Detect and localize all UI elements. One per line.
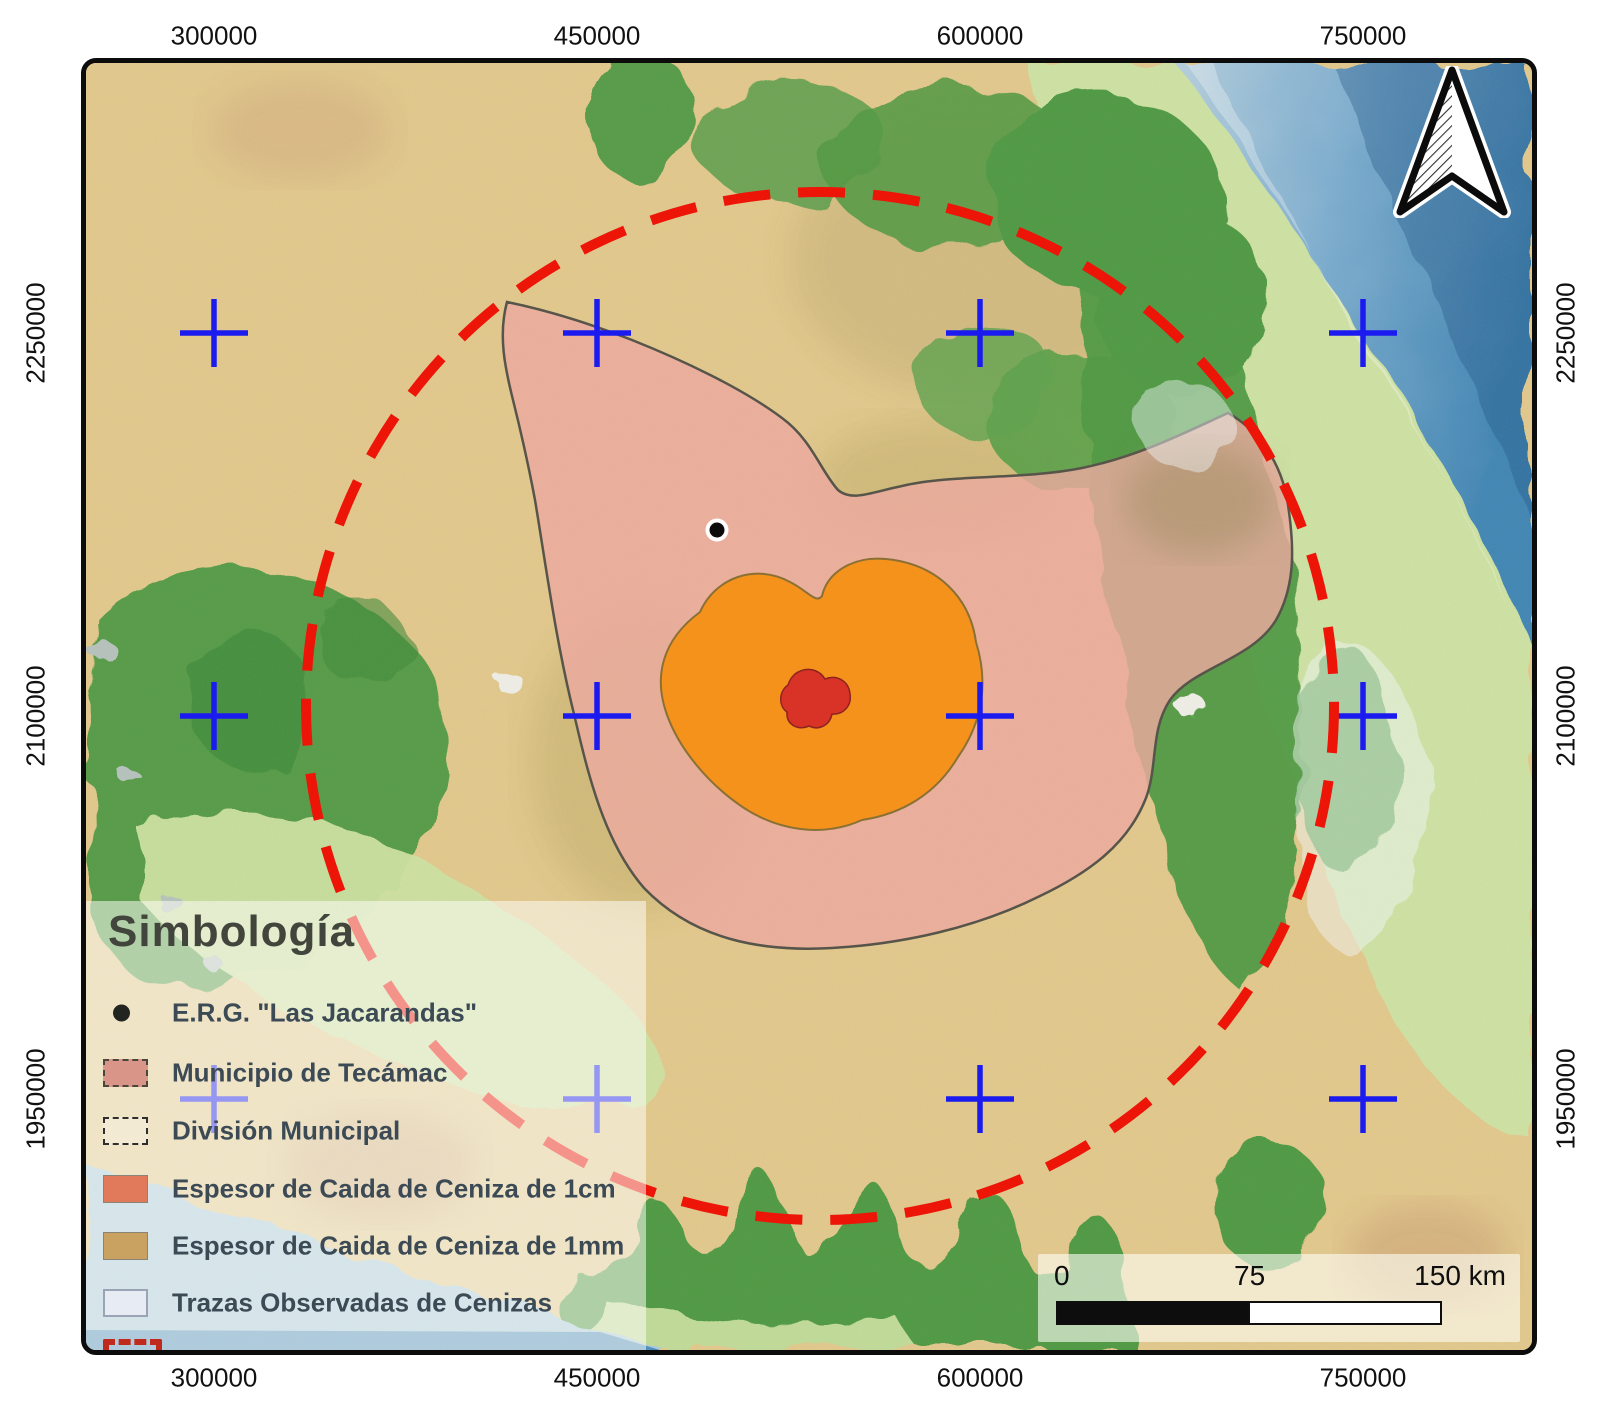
axis-label-bottom-2: 450000 bbox=[553, 1362, 641, 1393]
salmon-swatch-icon bbox=[103, 1175, 148, 1203]
axis-label-left-3: 1950000 bbox=[20, 1048, 51, 1150]
red-dashed-outline-icon bbox=[103, 1339, 162, 1350]
scalebar-middle-label: 75 bbox=[1234, 1260, 1266, 1291]
legend-item-label: Espesor de Caida de Ceniza de 1mm bbox=[172, 1230, 625, 1261]
axis-label-top-4: 750000 bbox=[1319, 20, 1407, 51]
axis-label-right-2: 2100000 bbox=[1550, 665, 1581, 767]
point-marker-icon bbox=[113, 1004, 130, 1022]
legend-item-trazas: Trazas Observadas de Cenizas bbox=[86, 1283, 646, 1323]
city-patches bbox=[497, 672, 1205, 717]
scalebar-segment-black bbox=[1056, 1301, 1250, 1325]
legend-item-erg: E.R.G. "Las Jacarandas" bbox=[86, 993, 646, 1033]
dashed-outline-swatch-icon bbox=[103, 1117, 148, 1145]
legend-item-ceniza-1cm: Espesor de Caida de Ceniza de 1cm bbox=[86, 1169, 646, 1209]
ash-zone-mottle bbox=[1125, 445, 1275, 555]
legend-title: Simbología bbox=[108, 907, 356, 956]
legend-item-ceniza-1mm: Espesor de Caida de Ceniza de 1mm bbox=[86, 1226, 646, 1266]
legend-item-probabilidad: Probabilidad de Trazas de Cenizas bbox=[86, 1339, 646, 1351]
axis-label-top-1: 300000 bbox=[170, 20, 258, 51]
legend-item-label: Trazas Observadas de Cenizas bbox=[172, 1287, 553, 1318]
legend-item-label: Municipio de Tecámac bbox=[172, 1057, 448, 1088]
axis-label-right-1: 2250000 bbox=[1550, 282, 1581, 384]
legend-panel: Simbología E.R.G. "Las Jacarandas" Munic… bbox=[86, 901, 646, 1350]
scalebar-segment-white bbox=[1248, 1301, 1442, 1325]
north-arrow-icon bbox=[1393, 66, 1511, 218]
probability-circle bbox=[301, 187, 1339, 1225]
axis-label-bottom-4: 750000 bbox=[1319, 1362, 1407, 1393]
axis-label-bottom-1: 300000 bbox=[170, 1362, 258, 1393]
legend-item-label: Probabilidad de Trazas de Cenizas bbox=[172, 1346, 598, 1351]
scalebar-start-label: 0 bbox=[1054, 1260, 1070, 1291]
erg-point-marker bbox=[705, 518, 729, 542]
tan-swatch-icon bbox=[103, 1232, 148, 1260]
scalebar-end-label: 150 km bbox=[1414, 1260, 1506, 1291]
scalebar-panel: 0 75 150 km bbox=[1038, 1254, 1520, 1342]
legend-item-label: E.R.G. "Las Jacarandas" bbox=[172, 997, 478, 1028]
pale-swatch-icon bbox=[103, 1289, 148, 1317]
axis-label-top-2: 450000 bbox=[553, 20, 641, 51]
dashed-pink-swatch-icon bbox=[103, 1059, 148, 1087]
axis-label-left-1: 2250000 bbox=[20, 282, 51, 384]
legend-item-label: División Municipal bbox=[172, 1115, 401, 1146]
legend-item-division: División Municipal bbox=[86, 1111, 646, 1151]
axis-label-top-3: 600000 bbox=[936, 20, 1024, 51]
axis-label-left-2: 2100000 bbox=[20, 665, 51, 767]
axis-label-right-3: 1950000 bbox=[1550, 1048, 1581, 1150]
legend-item-label: Espesor de Caida de Ceniza de 1cm bbox=[172, 1173, 616, 1204]
legend-item-municipio: Municipio de Tecámac bbox=[86, 1053, 646, 1093]
map-frame: Simbología E.R.G. "Las Jacarandas" Munic… bbox=[81, 58, 1537, 1355]
axis-label-bottom-3: 600000 bbox=[936, 1362, 1024, 1393]
ash-vent-zone bbox=[780, 668, 852, 729]
